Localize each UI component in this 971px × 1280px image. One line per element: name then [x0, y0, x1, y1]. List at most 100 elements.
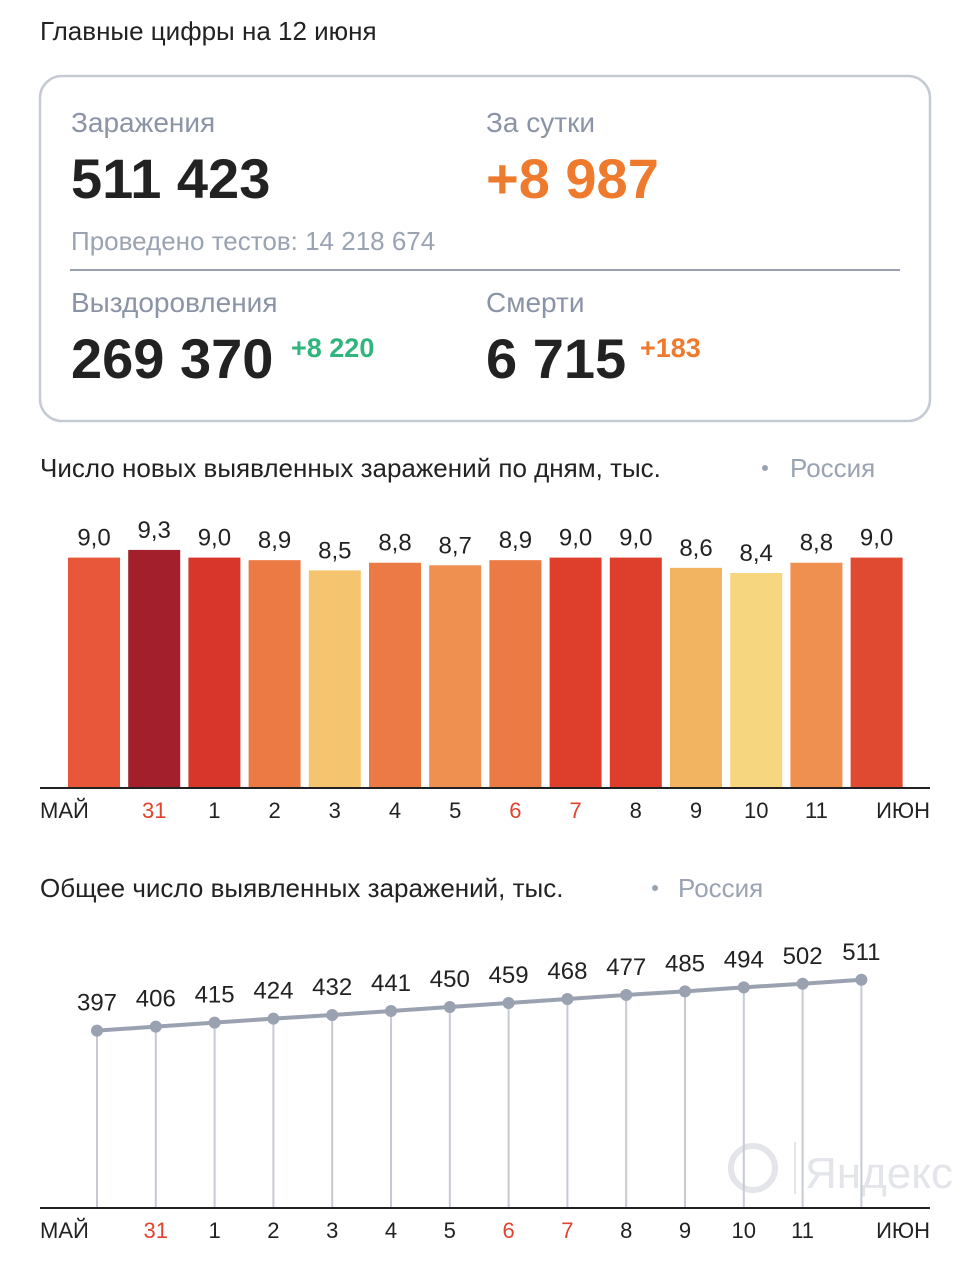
x-tick-label: 9	[690, 798, 702, 823]
x-tick-label: 9	[679, 1218, 691, 1243]
value-label: 494	[724, 946, 764, 973]
chart-subtitle: Россия	[678, 873, 763, 903]
stat-value: +8 987	[486, 147, 659, 210]
x-tick-label: 2	[267, 1218, 279, 1243]
value-label: 477	[606, 954, 646, 981]
x-tick-label: 3	[326, 1218, 338, 1243]
value-label: 9,3	[138, 517, 171, 544]
value-label: 9,0	[619, 525, 652, 552]
x-tick-label: ИЮН	[876, 1218, 930, 1243]
stat-delta: +183	[640, 333, 701, 363]
stat-delta: +8 220	[291, 333, 374, 363]
value-label: 8,5	[318, 537, 351, 564]
watermark: Яндекс	[805, 1149, 953, 1198]
x-tick-label: 7	[569, 798, 581, 823]
x-tick-label: 1	[208, 798, 220, 823]
point	[561, 992, 574, 1005]
value-label: 8,4	[740, 540, 773, 567]
point	[620, 988, 633, 1001]
stat-label: Смерти	[486, 287, 584, 318]
bar	[730, 572, 783, 788]
x-tick-label: 4	[389, 798, 401, 823]
point	[737, 981, 750, 994]
chart-title: Общее число выявленных заражений, тыс.	[40, 873, 563, 903]
x-tick-label: МАЙ	[40, 798, 89, 823]
x-tick-label: 7	[561, 1218, 573, 1243]
chart-title: Число новых выявленных заражений по дням…	[40, 453, 661, 483]
value-label: 468	[547, 958, 587, 985]
bar	[609, 557, 662, 788]
bar	[128, 549, 181, 788]
bar	[670, 567, 722, 788]
value-label: 9,0	[860, 525, 893, 552]
page-title: Главные цифры на 12 июня	[40, 16, 377, 46]
line	[96, 977, 862, 1033]
x-tick-label: 8	[630, 798, 642, 823]
value-label: 9,0	[559, 525, 592, 552]
value-label: 485	[665, 950, 705, 977]
point	[385, 1005, 397, 1018]
separator-dot	[652, 885, 658, 891]
x-tick-label: 11	[805, 798, 828, 823]
x-tick-label: 5	[444, 1218, 456, 1243]
stat-value: 511 423	[71, 147, 270, 210]
x-tick-label: 10	[732, 1218, 756, 1243]
value-label: 8,8	[800, 530, 833, 557]
x-tick-label: 10	[744, 798, 768, 823]
x-tick-label: 6	[509, 798, 521, 823]
x-tick-label: 5	[449, 798, 461, 823]
chart-subtitle: Россия	[790, 453, 875, 483]
bar	[850, 557, 903, 788]
point	[502, 996, 515, 1009]
x-tick-label: ИЮН	[876, 798, 930, 823]
value-label: 8,8	[378, 530, 411, 557]
value-label: 8,7	[439, 532, 472, 559]
bar	[68, 557, 120, 788]
stat-value: 269 370	[71, 327, 273, 390]
x-tick-label: 2	[268, 798, 280, 823]
stat-label: Заражения	[71, 107, 215, 138]
watermark-logo	[728, 1143, 778, 1193]
bar	[188, 557, 241, 788]
x-tick-label: 6	[502, 1218, 514, 1243]
stat-label: За сутки	[486, 107, 595, 138]
value-label: 424	[253, 978, 293, 1005]
x-tick-label: 8	[620, 1218, 632, 1243]
value-label: 459	[489, 962, 529, 989]
value-label: 9,0	[77, 525, 110, 552]
x-tick-label: 4	[385, 1218, 397, 1243]
value-label: 432	[312, 974, 352, 1001]
x-tick-label: 11	[791, 1218, 814, 1243]
bar	[549, 557, 602, 788]
point	[796, 977, 809, 990]
x-tick-label: 1	[208, 1218, 220, 1243]
value-label: 406	[136, 986, 176, 1013]
point	[679, 985, 691, 998]
value-label: 397	[77, 990, 117, 1017]
value-label: 8,9	[499, 527, 532, 554]
bar	[790, 562, 843, 788]
separator-dot	[762, 465, 768, 471]
bar	[369, 562, 421, 788]
x-tick-label: 31	[142, 798, 166, 823]
stats-card	[38, 74, 932, 423]
value-label: 502	[783, 943, 823, 970]
point	[267, 1012, 280, 1025]
value-label: 450	[430, 966, 470, 993]
point	[855, 973, 868, 986]
bar	[489, 560, 542, 788]
point	[326, 1009, 339, 1022]
x-tick-label: 3	[329, 798, 341, 823]
bar	[248, 560, 301, 788]
value-label: 511	[842, 939, 880, 966]
point	[149, 1020, 162, 1033]
stat-value: 6 715	[486, 327, 626, 390]
value-label: 9,0	[198, 525, 231, 552]
value-label: 8,6	[679, 535, 712, 562]
x-tick-label: МАЙ	[40, 1218, 89, 1243]
value-label: 8,9	[258, 527, 291, 554]
bar	[308, 570, 361, 788]
point	[91, 1024, 103, 1037]
stat-label: Выздоровления	[71, 287, 278, 318]
